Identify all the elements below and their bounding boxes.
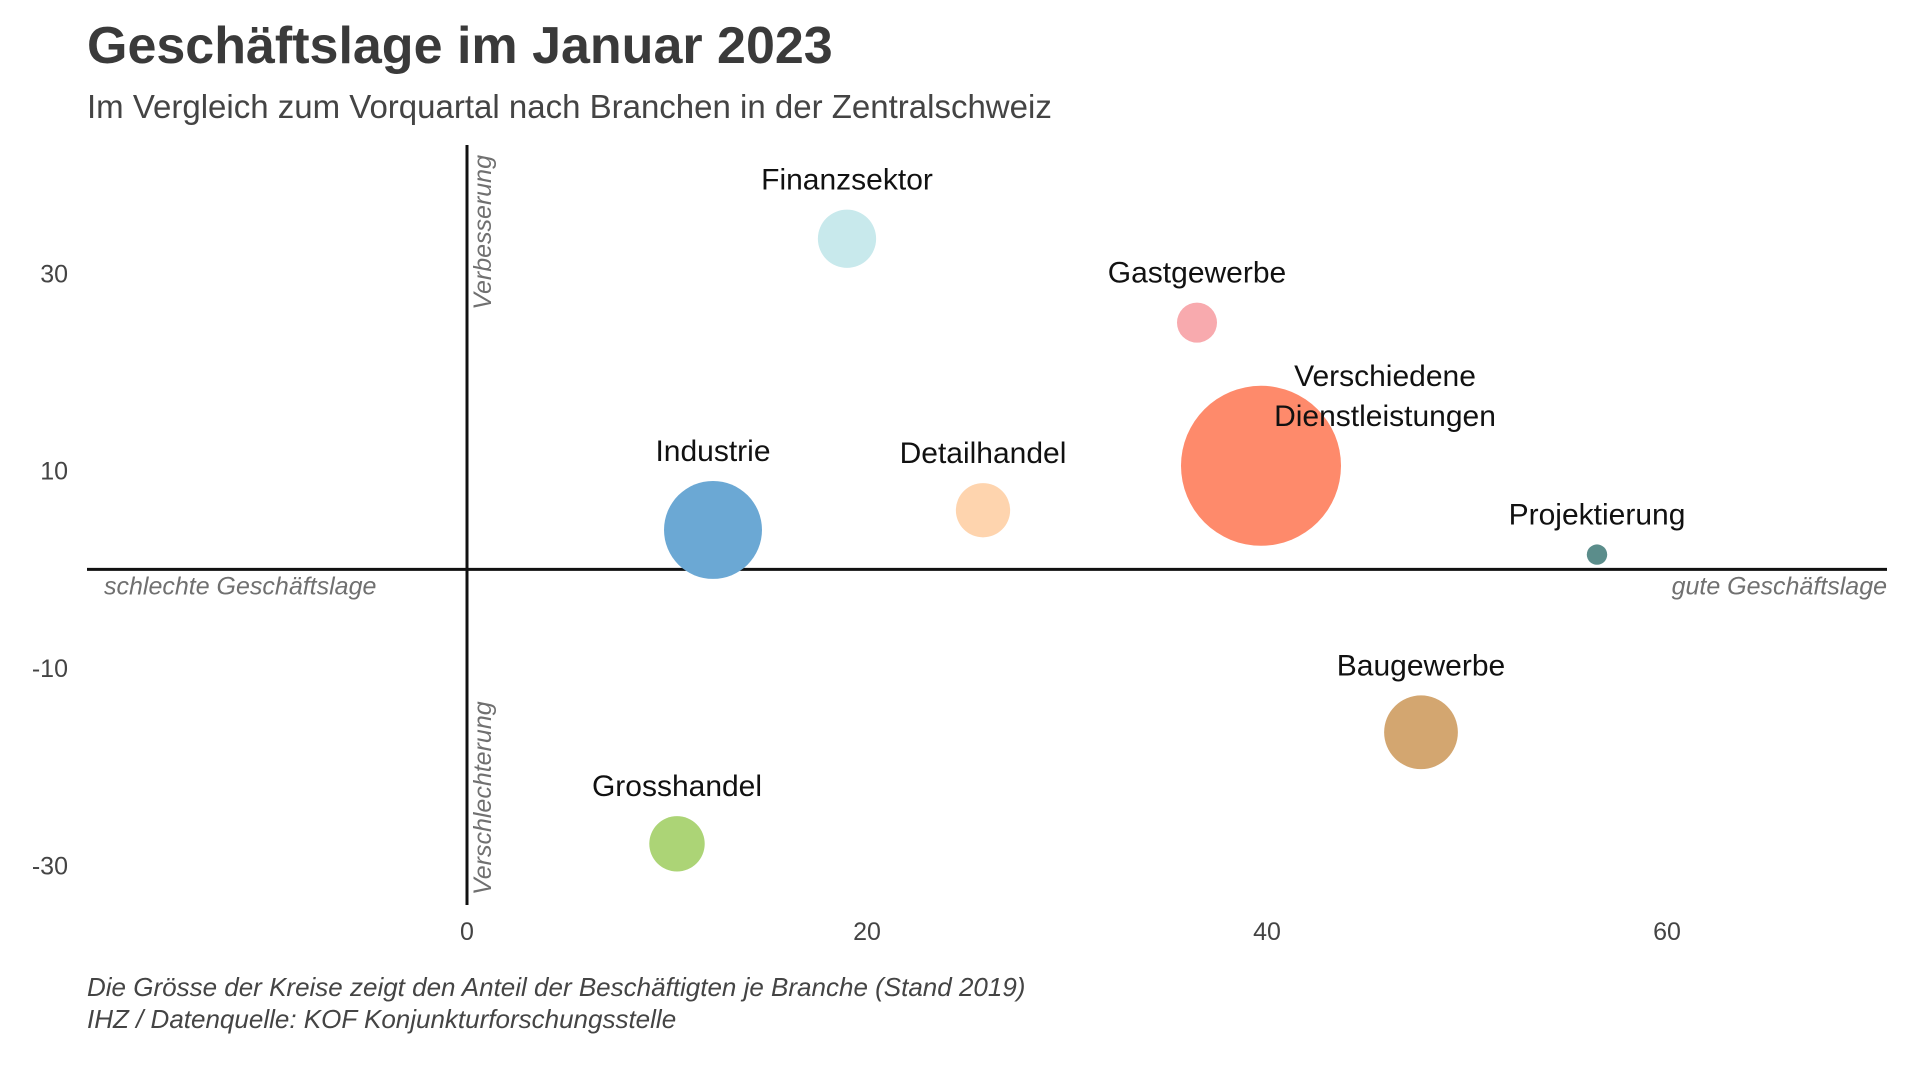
bubble	[649, 816, 705, 872]
bubbles	[649, 209, 1608, 872]
caption-source: IHZ / Datenquelle: KOF Konjunkturforschu…	[87, 1004, 677, 1034]
bubble-label: Projektierung	[1509, 498, 1686, 531]
bubble-label: Gastgewerbe	[1108, 257, 1286, 290]
bubble-label: Dienstleistungen	[1274, 400, 1496, 433]
bubble	[1177, 302, 1217, 343]
bubble-labels: Finanzsektor Gastgewerbe Verschiedene Diens…	[592, 164, 1685, 803]
bubble	[1181, 385, 1341, 546]
axis-label-bottom: Verschlechterung	[469, 701, 497, 895]
chart-subtitle: Im Vergleich zum Vorquartal nach Branche…	[87, 88, 1052, 125]
x-tick-label: 20	[853, 918, 881, 946]
bubble-label: Detailhandel	[900, 437, 1067, 470]
quadrant-labels: schlechte Geschäftslage gute Geschäftsla…	[104, 155, 1887, 895]
caption-size-note: Die Grösse der Kreise zeigt den Anteil d…	[87, 972, 1026, 1002]
axes	[87, 145, 1887, 905]
x-tick-label: 0	[460, 918, 474, 946]
bubble-label: Finanzsektor	[761, 164, 933, 197]
axis-label-right: gute Geschäftslage	[1672, 572, 1887, 600]
bubble	[1586, 544, 1608, 565]
bubble-label: Baugewerbe	[1337, 649, 1505, 682]
axis-label-left: schlechte Geschäftslage	[104, 572, 376, 600]
y-tick-label: 30	[40, 260, 68, 288]
y-tick-label: -10	[32, 655, 68, 683]
bubble-label: Industrie	[655, 435, 770, 468]
bubble-label: Verschiedene	[1294, 360, 1476, 393]
y-tick-label: 10	[40, 458, 68, 486]
bubble	[817, 209, 877, 268]
bubble	[955, 483, 1011, 538]
x-tick-label: 60	[1653, 918, 1681, 946]
y-tick-label: -30	[32, 853, 68, 881]
bubble-label: Grosshandel	[592, 770, 762, 803]
axis-label-top: Verbesserung	[469, 155, 497, 310]
x-tick-label: 40	[1253, 918, 1281, 946]
bubble	[1384, 695, 1458, 770]
axis-ticks: 0 20 40 60 30 10 -10 -30	[32, 260, 1681, 946]
bubble	[664, 480, 762, 579]
chart-title: Geschäftslage im Januar 2023	[87, 17, 833, 75]
